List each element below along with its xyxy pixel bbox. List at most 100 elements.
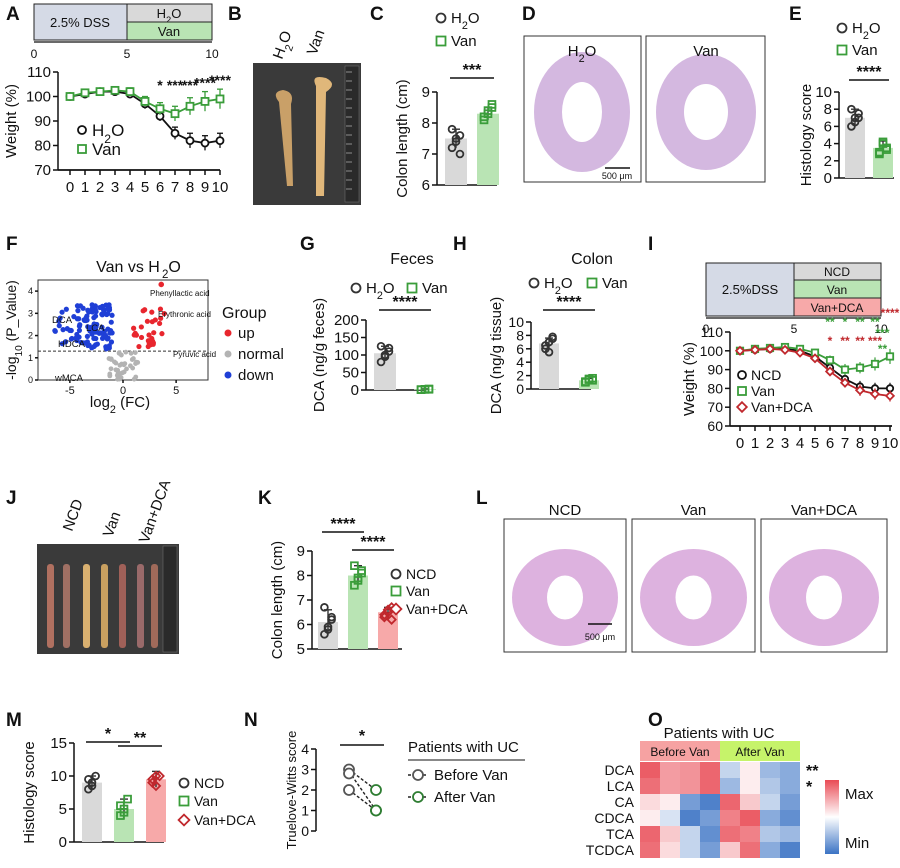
panel-m-legend-label: NCD bbox=[194, 775, 224, 791]
panel-e-data-point bbox=[882, 145, 891, 154]
panel-k-data-point bbox=[357, 568, 366, 578]
volcano-point-normal bbox=[124, 366, 129, 372]
i-van-period-label: Van bbox=[827, 283, 847, 297]
panel-a-data-point bbox=[215, 136, 225, 146]
panel-n-before-point bbox=[343, 784, 355, 796]
heatmap-min-label: Min bbox=[845, 835, 869, 852]
h2o-period-label: H2O bbox=[157, 6, 182, 25]
volcano-point-down bbox=[91, 315, 97, 321]
volcano-annotation: LCA bbox=[86, 323, 105, 334]
heatmap-cell bbox=[700, 826, 720, 842]
panel-g-y-tick-label: 200 bbox=[334, 312, 359, 329]
panel-a-data-point bbox=[170, 109, 180, 119]
volcano-point-up bbox=[158, 281, 165, 288]
volcano-point-down bbox=[90, 327, 96, 333]
heatmap-cell bbox=[640, 778, 660, 794]
dss-period-label: 2.5% DSS bbox=[50, 15, 110, 30]
panel-e-data-point bbox=[878, 137, 888, 147]
panel-g-data-point bbox=[380, 350, 390, 360]
heatmap-row-significance: * bbox=[806, 779, 813, 796]
heatmap-cell bbox=[720, 810, 740, 826]
panel-i-legend-marker bbox=[735, 400, 749, 414]
panel-e-data-point bbox=[854, 109, 863, 118]
panel-i-y-tick-label: 100 bbox=[700, 343, 724, 359]
panel-m-data-point bbox=[87, 781, 97, 791]
panel-h-bar-h2o bbox=[539, 343, 559, 389]
histology-h2o-lumen bbox=[562, 82, 602, 142]
heatmap-cell bbox=[720, 794, 740, 810]
panel-i-data-point bbox=[734, 345, 746, 356]
panel-m-data-point bbox=[150, 780, 162, 792]
panel-n-y-tick-label: 2 bbox=[301, 782, 309, 798]
panel-i-x-tick-label: 4 bbox=[796, 435, 804, 452]
colon-photo bbox=[253, 63, 361, 205]
heatmap-cell bbox=[680, 826, 700, 842]
volcano-annotation: DCA bbox=[52, 315, 73, 326]
heatmap-cell bbox=[660, 826, 680, 842]
heatmap-cell bbox=[780, 794, 800, 810]
volcano-point-up bbox=[156, 320, 163, 327]
panel-a-data-point bbox=[215, 94, 225, 104]
panel-h-significance-label: **** bbox=[557, 294, 583, 311]
panel-letter-o: O bbox=[648, 710, 663, 731]
panel-a-x-tick-label: 7 bbox=[171, 179, 179, 196]
heatmap-cell bbox=[760, 810, 780, 826]
heatmap-cell bbox=[680, 794, 700, 810]
volcano-point-up bbox=[159, 331, 165, 337]
panel-a-x-tick-label: 8 bbox=[186, 179, 194, 196]
panel-k-data-point bbox=[323, 625, 333, 634]
heatmap-cell bbox=[660, 762, 680, 778]
panel-m-y-tick-label: 0 bbox=[59, 834, 67, 851]
heatmap-cell bbox=[700, 842, 720, 858]
panel-i-x-tick-label: 3 bbox=[781, 435, 789, 452]
heatmap-cell bbox=[640, 810, 660, 826]
volcano-point-down bbox=[80, 340, 86, 346]
i-dss-period-label: 2.5%DSS bbox=[722, 282, 779, 297]
photo-label-h2o: H2O bbox=[270, 29, 300, 63]
panel-i-significance-van: ** bbox=[870, 315, 880, 329]
panel-e-legend-label: H2O bbox=[852, 20, 881, 42]
panel-g-legend-marker bbox=[350, 282, 362, 294]
j-label-van: Van bbox=[100, 510, 125, 540]
panel-a-x-tick-label: 2 bbox=[96, 179, 104, 196]
panel-e-y-axis-label: Histology score bbox=[798, 84, 815, 187]
panel-i-data-point bbox=[749, 344, 761, 355]
panel-i-significance-vandca: *** bbox=[868, 334, 882, 348]
panel-i-legend-marker bbox=[737, 386, 747, 396]
panel-k-data-point bbox=[320, 603, 329, 612]
heatmap-colorbar bbox=[825, 780, 839, 854]
volcano-point-up bbox=[158, 315, 164, 321]
volcano-point-down bbox=[76, 327, 83, 334]
volcano-point-up bbox=[150, 338, 156, 344]
panel-h-data-point bbox=[544, 347, 554, 357]
panel-h-y-tick-label: 8 bbox=[516, 327, 524, 343]
panel-a-data-point bbox=[170, 128, 180, 138]
photo-label-van: Van bbox=[304, 28, 329, 58]
panel-a-significance: * bbox=[157, 77, 163, 93]
panel-e-data-point bbox=[854, 113, 863, 123]
panel-i-data-point bbox=[779, 344, 791, 355]
j-colon-tissue bbox=[47, 564, 54, 648]
panel-c-bar-van bbox=[477, 113, 499, 185]
panel-e-y-tick-label: 6 bbox=[824, 118, 832, 135]
panel-letter-a: A bbox=[6, 4, 20, 25]
volcano-point-down bbox=[92, 335, 98, 341]
panel-e-y-tick-label: 0 bbox=[824, 170, 832, 187]
volcano-point-down bbox=[59, 341, 65, 347]
panel-c-y-tick-label: 8 bbox=[422, 115, 430, 132]
panel-k-y-tick-label: 8 bbox=[297, 568, 305, 585]
heatmap-before-van-bar bbox=[640, 741, 720, 761]
heatmap-cell bbox=[700, 778, 720, 794]
volcano-point-normal bbox=[108, 357, 114, 362]
panel-m-legend-label: Van+DCA bbox=[194, 812, 256, 828]
panel-i-legend-label: Van bbox=[751, 383, 775, 399]
volcano-point-down bbox=[94, 341, 100, 347]
panel-c-y-tick-label: 9 bbox=[422, 84, 430, 101]
panel-a-data-point bbox=[155, 104, 165, 114]
panel-m-significance-label: * bbox=[105, 726, 112, 743]
panel-i-y-tick-label: 80 bbox=[707, 380, 723, 396]
volcano-point-down bbox=[109, 312, 115, 318]
histology-label-h2o: H2O bbox=[568, 43, 597, 65]
heatmap-row-label: LCA bbox=[607, 778, 635, 794]
